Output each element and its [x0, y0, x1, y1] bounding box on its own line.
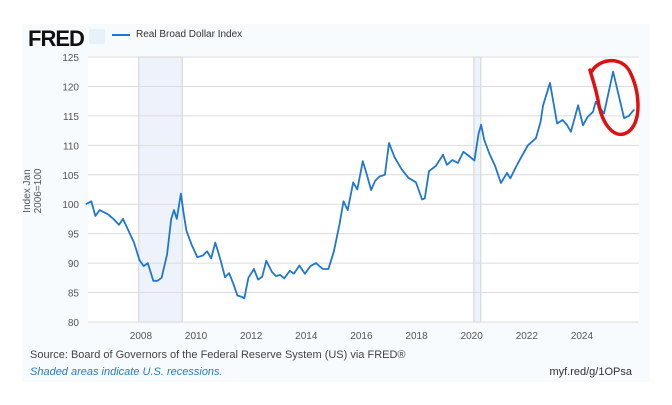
source-text: Source: Board of Governors of the Federa…	[30, 349, 406, 361]
fred-logo: FRED	[28, 26, 85, 51]
chart-line-icon[interactable]	[89, 29, 105, 44]
annotation-circle	[588, 58, 640, 136]
legend-swatch	[112, 33, 130, 36]
y-tick-label: 90	[68, 259, 80, 270]
x-tick-label: 2018	[405, 331, 428, 342]
recession-band	[138, 56, 183, 323]
y-tick-label: 85	[68, 289, 80, 300]
y-tick-label: 80	[68, 318, 80, 329]
y-tick-label: 115	[63, 112, 79, 123]
x-tick-label: 2012	[240, 331, 263, 342]
y-tick-label: 120	[62, 82, 79, 93]
series-line	[85, 70, 635, 300]
x-tick-label: 2008	[130, 331, 153, 342]
x-tick-label: 2024	[571, 331, 594, 342]
y-tick-label: 105	[62, 171, 79, 182]
y-tick-label: 110	[63, 141, 79, 152]
y-tick-label: 125	[62, 53, 79, 64]
legend-label: Real Broad Dollar Index	[136, 29, 243, 40]
x-tick-label: 2016	[350, 331, 373, 342]
x-tick-label: 2022	[516, 331, 539, 342]
y-tick-label: 95	[68, 230, 80, 241]
short-url[interactable]: myf.red/g/1OPsa	[549, 366, 632, 378]
recession-note: Shaded areas indicate U.S. recessions.	[30, 366, 223, 378]
recession-band	[473, 56, 482, 323]
legend: Real Broad Dollar Index	[112, 29, 242, 40]
y-tick-label: 100	[62, 200, 79, 211]
x-tick-label: 2020	[461, 331, 484, 342]
x-tick-label: 2010	[185, 331, 208, 342]
x-tick-label: 2014	[295, 331, 318, 342]
